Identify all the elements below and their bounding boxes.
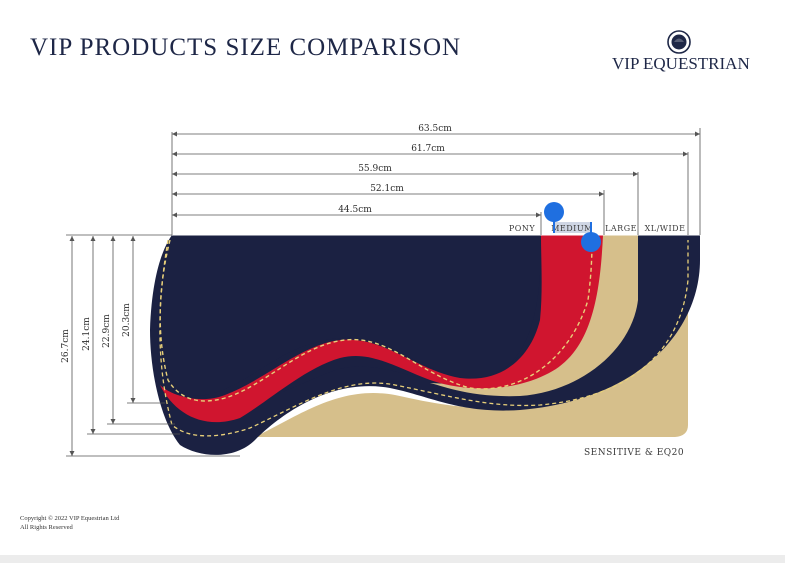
sensitive-eq20-pad xyxy=(172,235,688,437)
stitch-line-outer xyxy=(159,239,689,437)
brand-name: VIP EQUESTRIAN xyxy=(612,54,750,73)
width-dimensions xyxy=(171,128,701,235)
width-label-sensitive: 52.1cm xyxy=(370,184,404,194)
height-dimensions xyxy=(66,234,240,457)
width-label-pony: 44.5cm xyxy=(338,205,372,215)
height-label-xl-wide: 26.7cm xyxy=(61,329,71,363)
height-label-medium: 22.9cm xyxy=(102,314,112,348)
medium-pad xyxy=(160,235,603,423)
size-label-pony: PONY xyxy=(509,224,535,233)
stitch-line-inner xyxy=(159,237,593,402)
brand-logo[interactable]: VIP EQUESTRIAN xyxy=(605,30,765,78)
height-label-large: 24.1cm xyxy=(82,317,92,351)
rights-line: All Rights Reserved xyxy=(20,524,73,531)
page-title: VIP PRODUCTS SIZE COMPARISON xyxy=(30,34,462,61)
large-pad xyxy=(430,235,638,397)
copyright-line: Copyright © 2022 VIP Equestrian Ltd xyxy=(20,515,120,522)
rider-helmet-icon xyxy=(667,30,691,54)
size-label-medium: MEDIUM xyxy=(551,224,593,233)
selection-start-handle[interactable] xyxy=(544,202,564,222)
pony-pad xyxy=(157,235,541,396)
selection-end-handle[interactable] xyxy=(581,232,601,252)
width-label-xl-wide: 63.5cm xyxy=(418,124,452,134)
bottom-scroll-bar xyxy=(0,555,785,563)
sensitive-eq20-label: SENSITIVE & EQ20 xyxy=(584,448,684,458)
size-label-highlight xyxy=(554,222,590,233)
width-label-medium: 55.9cm xyxy=(358,164,392,174)
copyright-notice: Copyright © 2022 VIP Equestrian Ltd All … xyxy=(20,514,119,532)
height-label-pony: 20.3cm xyxy=(122,303,132,337)
text-selection-handles[interactable] xyxy=(544,202,601,252)
size-label-large: LARGE xyxy=(605,224,637,233)
size-label-xl-wide: XL/WIDE xyxy=(645,224,686,233)
width-label-large: 61.7cm xyxy=(411,144,445,154)
